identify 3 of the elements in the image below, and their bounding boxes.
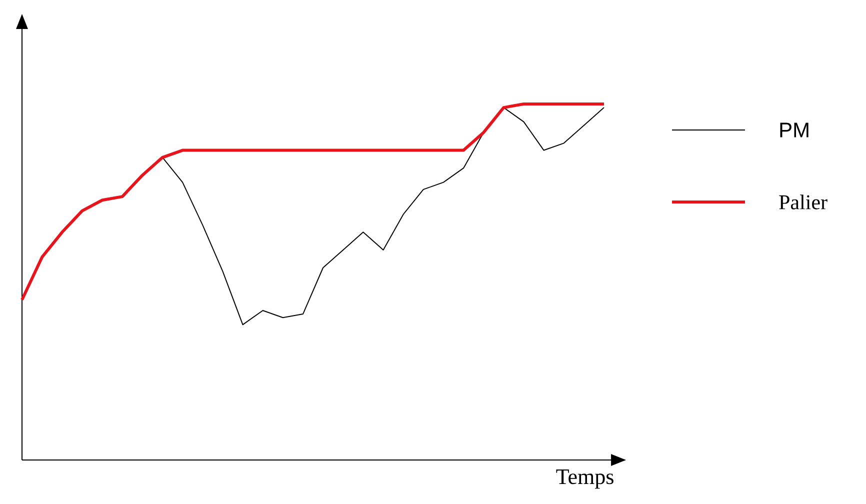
- legend-label: Palier: [779, 194, 828, 210]
- legend-label: PM: [780, 122, 808, 138]
- x-axis-title: Temps: [556, 470, 614, 489]
